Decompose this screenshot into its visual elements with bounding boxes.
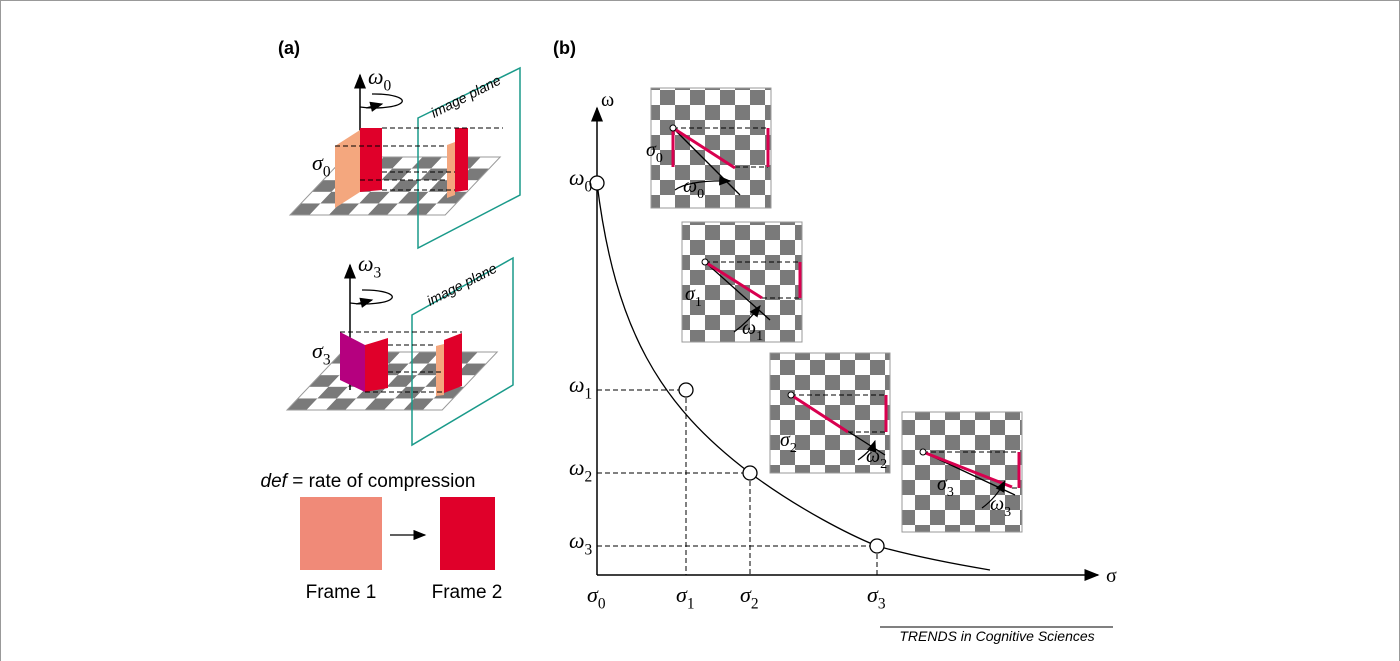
symbol-sub: 3 [374,265,382,282]
plane-label: image plane [428,72,503,121]
x-axis-label: σ [1106,565,1117,587]
frame1-swatch [300,497,382,570]
omega-label: ω0 [368,64,392,95]
symbol-sub: 0 [697,187,704,202]
symbol-sub: 3 [947,485,954,500]
frame-label: Frame 2 [432,582,503,603]
panel-label: (b) [553,38,576,58]
symbol-sub: 0 [656,151,663,166]
frame-label: Frame 1 [306,582,377,603]
figure: TRENDS in Cognitive Sciences (a)(b)ω0ima… [0,0,1400,661]
origin [920,449,926,455]
y-label: ω1 [569,372,592,403]
symbol-base: ω [866,445,880,467]
origin [702,259,708,265]
symbol-base: ω [569,528,585,553]
panel-label: (a) [278,38,300,58]
symbol-sub: 3 [1004,505,1011,520]
y-label: ω0 [569,165,593,196]
symbol-sub: 0 [585,179,593,196]
inset [651,88,771,208]
inset-board [651,88,771,208]
plane-label: image plane [424,260,499,309]
x-label: σ2 [740,582,759,613]
x-label: σ1 [676,582,695,613]
caption-term: def [261,471,289,492]
symbol-base: ω [569,165,585,190]
y-label: ω2 [569,455,592,486]
symbol-sub: 3 [323,352,331,369]
symbol-sub: 2 [751,596,759,613]
symbol-sub: 0 [598,596,606,613]
symbol-sub: 2 [880,457,887,472]
symbol-base: ω [683,175,697,197]
source: TRENDS in Cognitive Sciences [899,628,1094,644]
y-label: ω3 [569,528,593,559]
omega-label: ω3 [358,251,382,282]
symbol-base: ω [569,372,585,397]
symbol-base: ω [990,493,1004,515]
symbol-sub: 0 [323,164,331,181]
symbol-base: ω [358,251,374,276]
symbol-sub: 2 [790,441,797,456]
symbol-base: ω [742,317,756,339]
caption: def = rate of compression [261,471,476,492]
symbol-base: ω [569,455,585,480]
symbol-sub: 1 [687,596,695,613]
symbol-sub: 3 [585,542,593,559]
y-axis-label: ω [601,89,614,111]
symbol-sub: 0 [384,78,392,95]
origin [788,392,794,398]
symbol-sub: 1 [585,386,593,403]
sigma-label: σ0 [312,150,331,181]
sigma-label: σ3 [312,338,331,369]
origin [670,125,676,131]
frame2-swatch [440,497,495,570]
symbol-sub: 1 [695,295,702,310]
caption-text: = rate of compression [292,471,475,492]
symbol-sub: 2 [585,469,593,486]
symbol-sub: 3 [878,596,886,613]
x-label: σ0 [587,582,606,613]
symbol-base: ω [368,64,384,89]
x-label: σ3 [867,582,886,613]
symbol-sub: 1 [756,329,763,344]
